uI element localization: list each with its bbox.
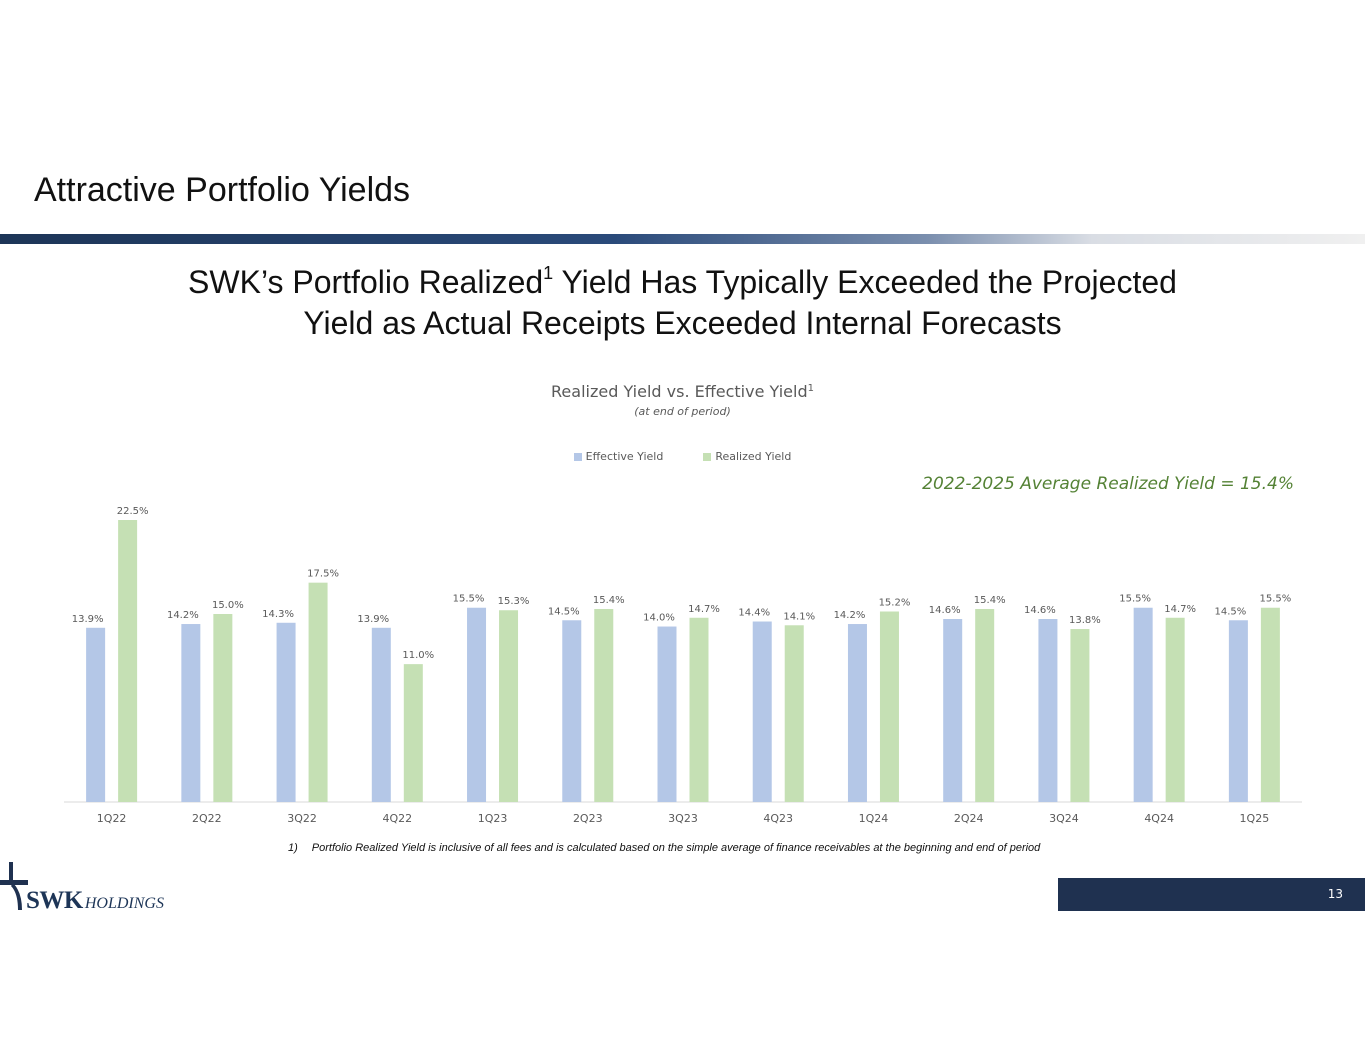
x-tick-label-3Q24: 3Q24 bbox=[1049, 812, 1079, 825]
x-tick-label-4Q22: 4Q22 bbox=[382, 812, 412, 825]
data-label-realized-3Q24: 13.8% bbox=[1069, 615, 1101, 626]
bar-realized-2Q23 bbox=[594, 608, 614, 802]
data-label-effective-4Q23: 14.4% bbox=[738, 608, 770, 619]
bar-realized-1Q22 bbox=[118, 520, 138, 802]
slide-title: Attractive Portfolio Yields bbox=[34, 171, 411, 209]
bar-effective-3Q22 bbox=[276, 622, 296, 802]
x-tick-label-1Q22: 1Q22 bbox=[97, 812, 127, 825]
data-label-realized-3Q23: 14.7% bbox=[688, 604, 720, 615]
data-label-effective-2Q23: 14.5% bbox=[548, 606, 580, 617]
subtitle-footnote-marker: 1 bbox=[543, 263, 554, 283]
x-tick-label-2Q23: 2Q23 bbox=[573, 812, 603, 825]
bar-effective-2Q23 bbox=[562, 620, 582, 802]
bar-effective-4Q24 bbox=[1133, 607, 1153, 802]
data-label-effective-1Q24: 14.2% bbox=[834, 610, 866, 621]
swk-holdings-logo: SWK HOLDINGS bbox=[0, 858, 190, 918]
subtitle-line-1-end: Yield Has Typically Exceeded the Project… bbox=[553, 264, 1177, 300]
legend-label-realized: Realized Yield bbox=[715, 450, 792, 463]
slide-subtitle: SWK’s Portfolio Realized1 Yield Has Typi… bbox=[0, 262, 1365, 344]
data-label-realized-2Q23: 15.4% bbox=[593, 595, 625, 606]
footnote-number: 1) bbox=[288, 842, 298, 854]
bar-realized-2Q24 bbox=[975, 608, 995, 802]
x-tick-label-3Q23: 3Q23 bbox=[668, 812, 698, 825]
swk-cross-icon bbox=[0, 862, 28, 910]
data-label-realized-3Q22: 17.5% bbox=[307, 569, 339, 580]
data-label-realized-2Q24: 15.4% bbox=[974, 595, 1006, 606]
bar-effective-1Q25 bbox=[1228, 620, 1248, 802]
legend-swatch-effective bbox=[573, 452, 582, 461]
data-label-effective-4Q22: 13.9% bbox=[357, 614, 389, 625]
data-label-effective-3Q22: 14.3% bbox=[262, 609, 294, 620]
logo-wordmark: SWK HOLDINGS bbox=[26, 887, 164, 915]
data-label-realized-2Q22: 15.0% bbox=[212, 600, 244, 611]
data-label-effective-3Q23: 14.0% bbox=[643, 613, 675, 624]
subtitle-line-1-start: SWK’s Portfolio Realized bbox=[188, 264, 544, 300]
data-label-realized-4Q22: 11.0% bbox=[402, 650, 434, 661]
x-tick-label-2Q24: 2Q24 bbox=[954, 812, 984, 825]
x-tick-label-1Q24: 1Q24 bbox=[859, 812, 889, 825]
x-tick-label-3Q22: 3Q22 bbox=[287, 812, 317, 825]
data-label-realized-1Q24: 15.2% bbox=[879, 597, 911, 608]
chart-title-text: Realized Yield vs. Effective Yield bbox=[551, 382, 808, 401]
x-tick-label-1Q25: 1Q25 bbox=[1240, 812, 1270, 825]
footnote: 1) Portfolio Realized Yield is inclusive … bbox=[288, 842, 1040, 854]
bar-realized-1Q23 bbox=[499, 610, 519, 802]
data-label-effective-2Q24: 14.6% bbox=[929, 605, 961, 616]
logo-holdings-text: HOLDINGS bbox=[84, 895, 164, 912]
chart-subtitle: (at end of period) bbox=[634, 405, 731, 418]
bar-realized-2Q22 bbox=[213, 614, 233, 802]
bar-effective-4Q23 bbox=[752, 621, 772, 802]
average-realized-yield-note: 2022-2025 Average Realized Yield = 15.4% bbox=[922, 474, 1294, 494]
data-label-effective-1Q25: 14.5% bbox=[1214, 606, 1246, 617]
x-tick-label-2Q22: 2Q22 bbox=[192, 812, 222, 825]
chart-legend: Effective Yield Realized Yield bbox=[0, 450, 1365, 463]
x-tick-label-4Q23: 4Q23 bbox=[763, 812, 793, 825]
bar-effective-1Q23 bbox=[467, 607, 487, 802]
bar-realized-4Q22 bbox=[403, 664, 423, 802]
data-label-realized-1Q23: 15.3% bbox=[498, 596, 530, 607]
subtitle-line-1: SWK’s Portfolio Realized1 Yield Has Typi… bbox=[0, 262, 1365, 303]
page-number-bar: 13 bbox=[1058, 878, 1365, 911]
data-label-effective-1Q23: 15.5% bbox=[453, 594, 485, 605]
page-number: 13 bbox=[1327, 887, 1343, 901]
bar-effective-2Q22 bbox=[181, 624, 201, 802]
data-label-effective-1Q22: 13.9% bbox=[72, 614, 104, 625]
bar-effective-4Q22 bbox=[371, 627, 391, 802]
bar-effective-3Q23 bbox=[657, 626, 677, 802]
chart-title: Realized Yield vs. Effective Yield1 bbox=[0, 382, 1365, 401]
footnote-text: Portfolio Realized Yield is inclusive of… bbox=[311, 842, 1041, 854]
subtitle-line-2: Yield as Actual Receipts Exceeded Intern… bbox=[303, 305, 1062, 341]
bar-realized-3Q23 bbox=[689, 617, 709, 802]
bar-realized-1Q25 bbox=[1260, 607, 1280, 802]
title-divider-bar bbox=[0, 234, 1365, 244]
data-label-realized-4Q24: 14.7% bbox=[1164, 604, 1196, 615]
x-tick-label-4Q24: 4Q24 bbox=[1144, 812, 1174, 825]
bar-effective-1Q22 bbox=[86, 627, 106, 802]
legend-label-effective: Effective Yield bbox=[585, 450, 664, 463]
bar-realized-1Q24 bbox=[879, 611, 899, 802]
data-label-realized-4Q23: 14.1% bbox=[783, 611, 815, 622]
legend-item-realized: Realized Yield bbox=[703, 450, 791, 463]
bar-effective-1Q24 bbox=[847, 624, 867, 802]
bar-effective-3Q24 bbox=[1038, 619, 1058, 802]
data-label-effective-3Q24: 14.6% bbox=[1024, 605, 1056, 616]
legend-swatch-realized bbox=[703, 452, 712, 461]
legend-item-effective: Effective Yield bbox=[573, 450, 664, 463]
data-label-realized-1Q25: 15.5% bbox=[1259, 594, 1291, 605]
bar-realized-3Q24 bbox=[1070, 629, 1090, 802]
chart-title-footnote-marker: 1 bbox=[807, 383, 814, 394]
bar-effective-2Q24 bbox=[943, 619, 963, 802]
data-label-realized-1Q22: 22.5% bbox=[117, 506, 149, 517]
yield-bar-chart: 13.9% 22.5% 1Q22 14.2% 15.0% 2Q22 14.3% 17.5% 3Q… bbox=[64, 506, 1302, 825]
logo-swk-text: SWK bbox=[26, 887, 83, 914]
bar-realized-3Q22 bbox=[308, 582, 328, 802]
data-label-effective-4Q24: 15.5% bbox=[1119, 594, 1151, 605]
bar-realized-4Q24 bbox=[1165, 617, 1185, 802]
bar-realized-4Q23 bbox=[784, 625, 804, 802]
data-label-effective-2Q22: 14.2% bbox=[167, 610, 199, 621]
x-tick-label-1Q23: 1Q23 bbox=[478, 812, 508, 825]
